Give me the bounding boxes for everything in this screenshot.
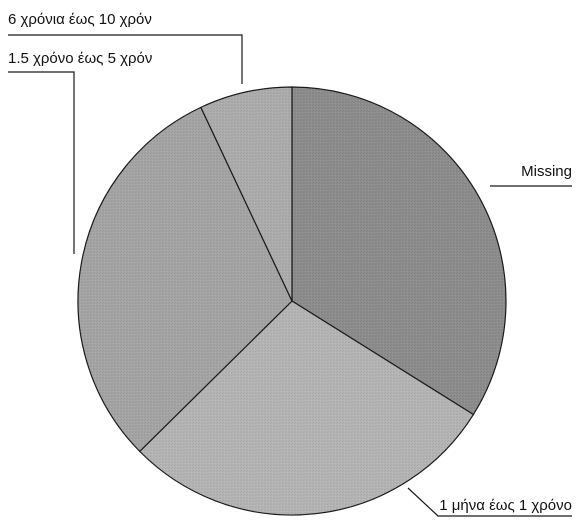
leader-line-2: [407, 487, 572, 517]
pie-slice-1: [291, 86, 507, 416]
slice-label-3: 1.5 χρόνο έως 5 χρόν: [8, 50, 152, 67]
slice-label-4: 6 χρόνια έως 10 χρόν: [8, 11, 152, 28]
slice-labels: Missing 1 μήνα έως 1 χρόνο 1.5 χρόνο έως 5…: [8, 11, 572, 514]
pie-slice-3: [77, 106, 293, 453]
slice-label-1: Missing: [521, 163, 572, 180]
slice-label-2: 1 μήνα έως 1 χρόνο: [439, 497, 572, 514]
leader-lines: [8, 34, 572, 517]
leader-line-4: [8, 34, 243, 84]
pie-slice-texture: [200, 87, 292, 301]
pie-slice-texture: [139, 301, 474, 516]
pie-slices: [77, 86, 507, 516]
pie-slice-texture: [77, 107, 292, 452]
pie-slice-2: [138, 300, 475, 516]
pie-slice-4: [200, 86, 293, 302]
leader-line-3: [8, 71, 75, 254]
pie-slice-texture: [292, 87, 506, 415]
